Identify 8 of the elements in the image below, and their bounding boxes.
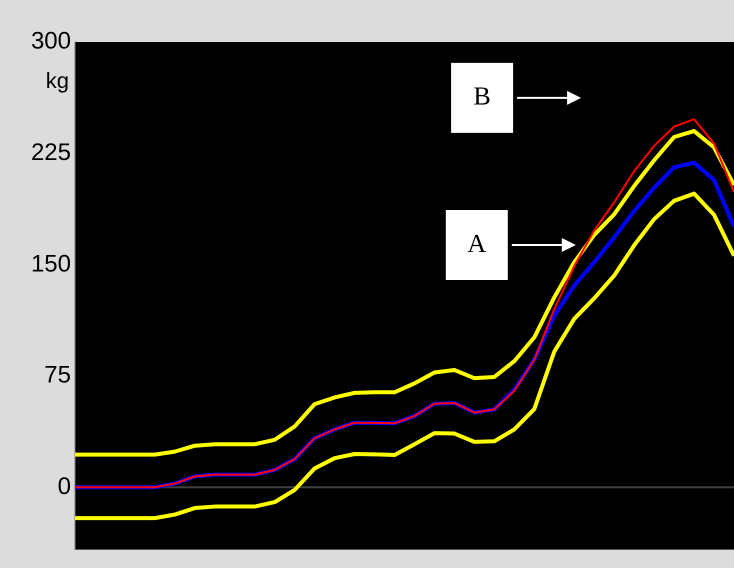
y-tick-label: 0	[58, 472, 71, 500]
y-tick-label: 225	[30, 138, 71, 166]
annotation: A	[467, 228, 486, 258]
y-tick-label: 75	[44, 362, 71, 389]
y-tick-label: 150	[30, 250, 71, 278]
y-axis-title: kg	[46, 68, 69, 94]
y-tick-label: 300	[30, 28, 71, 55]
annotation: B	[473, 82, 491, 111]
